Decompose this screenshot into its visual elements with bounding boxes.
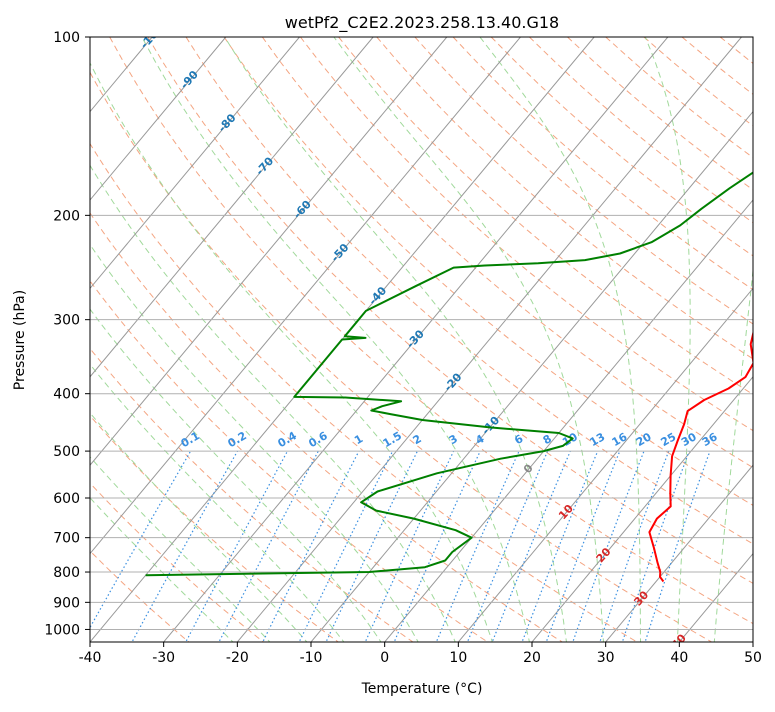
chart-title: wetPf2_C2E2.2023.258.13.40.G18 — [285, 13, 559, 33]
x-tick-label: 20 — [523, 650, 541, 666]
y-tick-label: 1000 — [44, 622, 80, 638]
y-tick-label: 900 — [53, 595, 80, 611]
y-axis-label: Pressure (hPa) — [12, 290, 28, 390]
x-tick-label: 40 — [670, 650, 688, 666]
x-tick-label: -20 — [226, 650, 249, 666]
y-tick-label: 800 — [53, 565, 80, 581]
x-tick-label: -10 — [300, 650, 323, 666]
y-tick-label: 500 — [53, 444, 80, 460]
y-tick-label: 100 — [53, 30, 80, 46]
x-tick-label: 10 — [449, 650, 467, 666]
y-tick-label: 200 — [53, 208, 80, 224]
y-tick-label: 300 — [53, 313, 80, 329]
x-tick-label: -30 — [152, 650, 175, 666]
x-tick-label: 50 — [744, 650, 762, 666]
x-tick-label: 30 — [597, 650, 615, 666]
x-tick-label: 0 — [380, 650, 389, 666]
x-tick-label: -40 — [79, 650, 102, 666]
y-tick-label: 600 — [53, 491, 80, 507]
x-axis-label: Temperature (°C) — [361, 681, 483, 697]
y-tick-label: 400 — [53, 387, 80, 403]
y-tick-label: 700 — [53, 531, 80, 547]
